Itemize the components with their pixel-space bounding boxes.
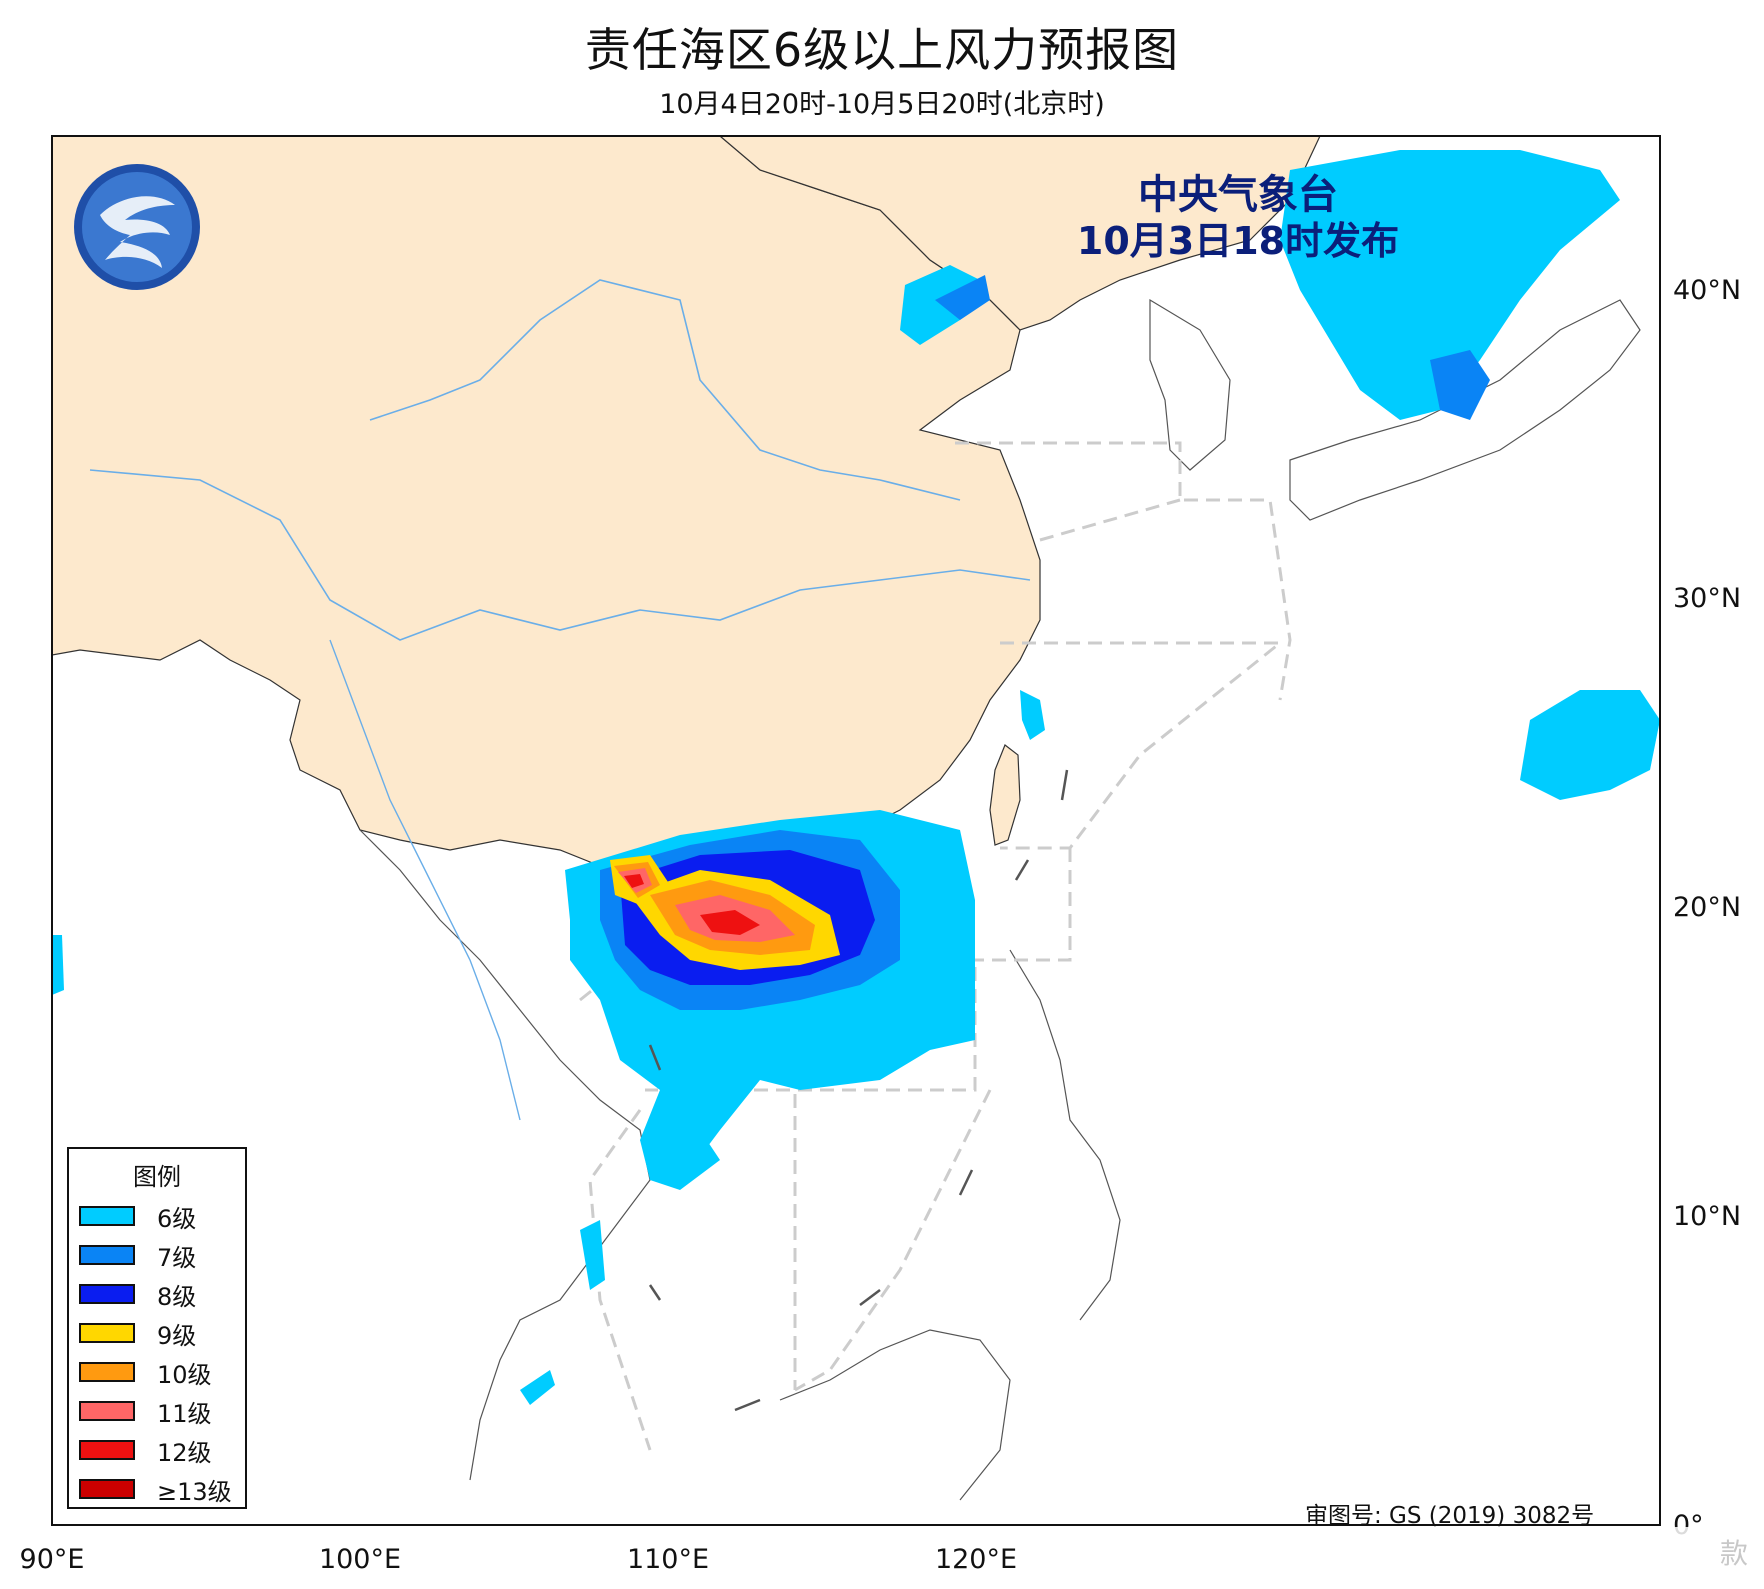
legend-item: 8级	[79, 1281, 196, 1311]
legend-item: ≥13级	[79, 1476, 232, 1506]
legend-label: 9级	[157, 1321, 197, 1350]
northern-landmass	[719, 136, 1321, 331]
map-frame	[51, 135, 1661, 1526]
map-subtitle: 10月4日20时-10月5日20时(北京时)	[659, 89, 1105, 120]
wind-12-regions	[624, 874, 760, 935]
x-tick-label: 90°E	[20, 1544, 85, 1575]
map-title: 责任海区6级以上风力预报图	[584, 23, 1180, 77]
y-tick-label: 10°N	[1673, 1201, 1741, 1232]
legend-swatch	[79, 1362, 135, 1382]
legend-label: 7级	[157, 1243, 197, 1272]
x-tick-label: 110°E	[627, 1544, 709, 1575]
yellow-river	[369, 279, 961, 501]
legend-title: 图例	[133, 1163, 181, 1191]
legend: 图例 6级 7级 8级 9级 10级 11级 12级 ≥13级	[67, 1147, 247, 1509]
legend-label: 6级	[157, 1204, 197, 1233]
x-tick-label: 100°E	[319, 1544, 401, 1575]
legend-swatch	[79, 1440, 135, 1460]
legend-item: 10级	[79, 1359, 212, 1389]
legend-label: 12级	[157, 1438, 212, 1467]
watermark-overlay	[1300, 1527, 1740, 1567]
legend-label: 8级	[157, 1282, 197, 1311]
legend-swatch	[79, 1323, 135, 1343]
legend-item: 12级	[79, 1437, 212, 1467]
legend-label: 10级	[157, 1360, 212, 1389]
korea-peninsula	[1149, 298, 1231, 471]
legend-item: 7级	[79, 1242, 196, 1272]
nine-dash-line	[648, 769, 1069, 1412]
publisher-block: 中央气象台 10月3日18时发布	[1038, 172, 1438, 264]
legend-swatch	[79, 1284, 135, 1304]
map-approval-number: 审图号: GS (2019) 3082号	[1305, 1503, 1595, 1529]
y-axis-labels: 40°N 30°N 20°N 10°N 0°	[1673, 275, 1741, 1541]
legend-item: 6级	[79, 1203, 196, 1233]
borneo-outline	[779, 1329, 1011, 1501]
legend-swatch	[79, 1479, 135, 1499]
legend-swatch	[79, 1245, 135, 1265]
legend-item: 11级	[79, 1398, 212, 1428]
issue-time: 10月3日18时发布	[1076, 219, 1400, 263]
x-tick-label: 120°E	[935, 1544, 1017, 1575]
publisher-name: 中央气象台	[1138, 172, 1338, 218]
legend-label: ≥13级	[157, 1477, 232, 1506]
legend-swatch	[79, 1401, 135, 1421]
y-tick-label: 40°N	[1673, 275, 1741, 306]
legend-item: 9级	[79, 1320, 196, 1350]
mekong-river	[329, 639, 521, 1121]
taiwan-island	[989, 744, 1021, 846]
y-tick-label: 20°N	[1673, 892, 1741, 923]
x-axis-labels: 90°E 100°E 110°E 120°E	[20, 1544, 1018, 1575]
philippines-outline	[1009, 949, 1121, 1321]
legend-label: 11级	[157, 1399, 212, 1428]
legend-swatch	[79, 1206, 135, 1226]
y-tick-label: 30°N	[1673, 583, 1741, 614]
cma-logo-icon	[74, 164, 200, 290]
watermark-text: 款	[1720, 1537, 1749, 1570]
yangtze-river	[89, 469, 1031, 641]
